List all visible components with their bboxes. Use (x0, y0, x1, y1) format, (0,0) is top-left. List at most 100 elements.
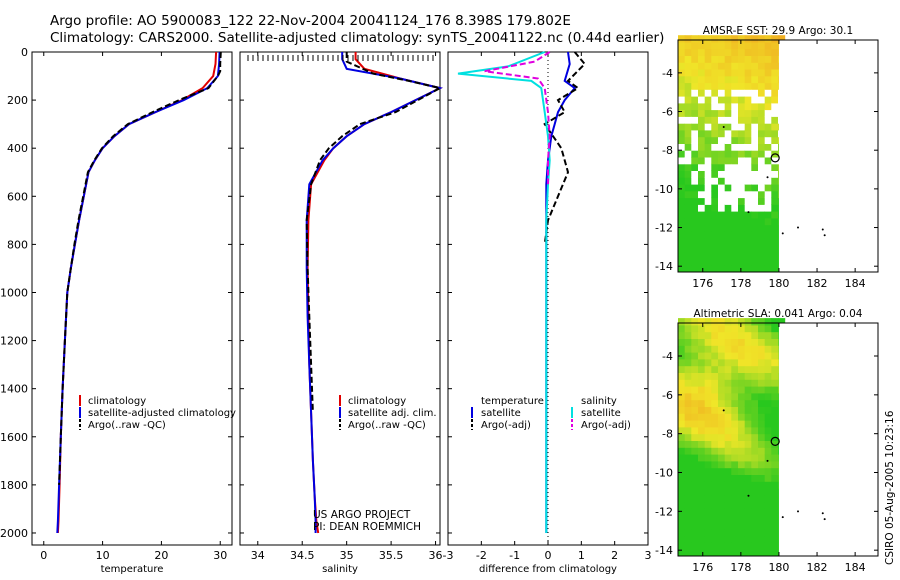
map-cell (724, 447, 732, 455)
map-cell (738, 535, 746, 543)
map-cell (691, 426, 699, 435)
map-cell (731, 549, 739, 557)
map-cell (758, 488, 766, 496)
map-cell (758, 358, 766, 367)
map-cell (764, 460, 772, 469)
map-cell (678, 184, 686, 192)
map-cell (711, 460, 719, 469)
map-cell (731, 379, 739, 387)
map-cell (704, 331, 712, 339)
map-cell (678, 244, 686, 253)
map-cell (758, 62, 766, 70)
map-cell (771, 460, 779, 469)
map-cell (691, 69, 699, 77)
map-cell (691, 549, 699, 557)
map-cell (738, 379, 746, 387)
y-tick-label: -4 (662, 350, 673, 363)
map-cell (691, 102, 699, 111)
map-cell (758, 129, 766, 138)
map-cell (764, 413, 772, 421)
map-cell (771, 413, 779, 421)
map-cell (678, 238, 686, 246)
map-cell (704, 163, 712, 171)
map-cell (718, 474, 726, 482)
map-cell (684, 177, 692, 185)
map-cell (751, 447, 759, 455)
map-cell (684, 406, 692, 414)
map-cell (718, 123, 726, 131)
map-cell (758, 238, 766, 246)
map-cell (718, 231, 726, 239)
map-cell (678, 358, 686, 367)
map-cell (704, 426, 712, 435)
map-cell (724, 157, 732, 165)
map-cell (744, 238, 752, 246)
map-cell (718, 379, 726, 387)
map-cell (758, 157, 766, 165)
map-cell (698, 522, 706, 530)
map-cell (744, 474, 752, 482)
map-cell (771, 358, 779, 367)
map-cell (724, 231, 732, 239)
map-cell (711, 190, 719, 199)
map-cell (718, 170, 726, 178)
map-cell (718, 75, 726, 84)
map-cell (738, 542, 746, 550)
map-cell (718, 41, 726, 50)
map-cell (744, 420, 752, 428)
map-cell (678, 102, 686, 111)
map-cell (738, 549, 746, 557)
map-cell (691, 143, 699, 151)
map-cell (711, 217, 719, 226)
series-line (484, 51, 551, 185)
map-cell (698, 41, 706, 50)
map-cell (678, 338, 686, 346)
map-cell (738, 102, 746, 111)
map-cell (718, 150, 726, 158)
map-cell (678, 379, 686, 387)
map-cell (704, 481, 712, 489)
island-dot (766, 459, 769, 462)
map-cell (724, 251, 732, 259)
map-cell (684, 123, 692, 131)
map-cell (704, 433, 712, 441)
map-cell (678, 41, 686, 50)
map-cell (731, 116, 739, 124)
map-cell (738, 150, 746, 158)
map-cell (744, 508, 752, 516)
map-cell (698, 96, 706, 104)
map-cell (738, 41, 746, 50)
map-cell (711, 231, 719, 239)
title-line-1: Argo profile: AO 5900083_122 22-Nov-2004… (50, 13, 571, 29)
map-cell (731, 55, 739, 63)
map-cell (718, 190, 726, 199)
map-cell (751, 528, 759, 537)
island-dot (823, 518, 826, 521)
map-cell (711, 535, 719, 543)
map-cell (718, 224, 726, 232)
map-cell (678, 109, 686, 117)
map-cell (698, 258, 706, 266)
legend-title: temperature (481, 396, 544, 407)
map-cell (724, 89, 732, 97)
map-cell (744, 481, 752, 489)
map-cell (771, 324, 779, 333)
map-cell (771, 184, 779, 192)
argo-location-marker (770, 436, 780, 447)
map-cell (731, 136, 739, 144)
map-cell (698, 157, 706, 165)
map-cell (771, 129, 779, 138)
map-cell (711, 244, 719, 253)
map-cell (691, 48, 699, 56)
map-cell (751, 386, 759, 394)
map-cell (731, 231, 739, 239)
map-cell (718, 352, 726, 360)
x-tick-label: 0 (40, 549, 47, 562)
map-cell (744, 136, 752, 144)
map-cell (691, 244, 699, 253)
map-cell (758, 75, 766, 84)
map-cell (738, 481, 746, 489)
map-cell (724, 528, 732, 537)
map-cell (771, 331, 779, 339)
map-cell (744, 258, 752, 266)
